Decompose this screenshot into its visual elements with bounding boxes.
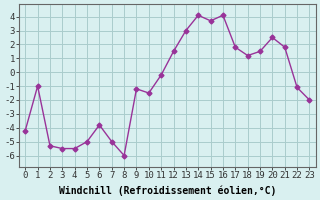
X-axis label: Windchill (Refroidissement éolien,°C): Windchill (Refroidissement éolien,°C) xyxy=(59,185,276,196)
